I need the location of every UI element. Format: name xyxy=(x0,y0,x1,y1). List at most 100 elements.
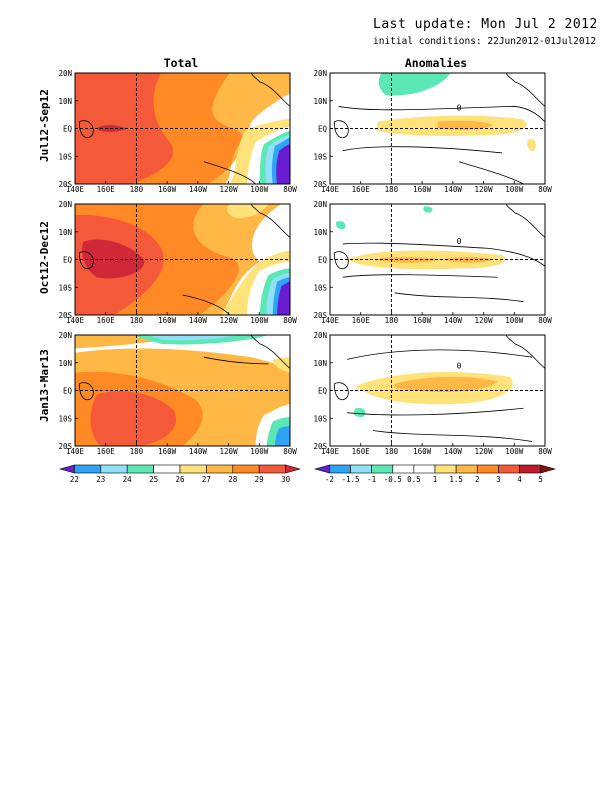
colorbar-tick-label: 5 xyxy=(538,475,543,484)
y-tick-label: 10S xyxy=(58,283,72,292)
x-tick-label: 120W xyxy=(220,185,239,194)
colorbar-swatch xyxy=(179,464,207,474)
total-colorbar: 22 23 24 25 26 27 28 29 30 xyxy=(58,464,302,484)
x-tick-label: 160W xyxy=(158,447,177,456)
contour-line xyxy=(204,162,256,184)
x-tick-label: 160W xyxy=(158,185,177,194)
colorbar-tick-label: 25 xyxy=(149,475,158,484)
x-tick-label: 140W xyxy=(444,447,463,456)
y-tick-label: 10S xyxy=(313,414,327,423)
x-tick-label: 80W xyxy=(538,316,552,325)
contour-line xyxy=(395,293,524,302)
colorbar-tick-label: 22 xyxy=(70,475,79,484)
colorbar-swatch xyxy=(434,464,457,474)
panel-field: 0 xyxy=(330,73,545,184)
x-tick-label: 160E xyxy=(97,447,116,456)
contour-region xyxy=(273,357,290,373)
colorbar-swatch xyxy=(232,464,260,474)
y-tick-label: EQ xyxy=(318,125,328,134)
last-update-text: Last update: Mon Jul 2 2012 xyxy=(373,17,598,32)
y-tick-label: 10N xyxy=(58,359,72,368)
x-tick-label: 140E xyxy=(321,185,340,194)
y-tick-label: 20S xyxy=(313,442,327,451)
contour-zero-label: 0 xyxy=(457,104,462,113)
panel-field: 0 xyxy=(330,204,545,315)
colorbar-swatch xyxy=(498,464,520,474)
land-outline xyxy=(79,383,93,400)
x-tick-label: 140E xyxy=(66,447,85,456)
x-tick-label: 120W xyxy=(475,185,494,194)
land-outline xyxy=(506,204,545,237)
land-outline xyxy=(79,252,93,269)
y-tick-label: 20S xyxy=(58,180,72,189)
colorbar-end-right xyxy=(285,464,302,474)
contour-region xyxy=(82,240,144,279)
contour-line xyxy=(343,147,502,153)
contour-region xyxy=(275,426,290,446)
x-tick-label: 160W xyxy=(413,447,432,456)
x-tick-label: 160E xyxy=(352,185,371,194)
contour-line xyxy=(183,295,230,315)
contour-line xyxy=(459,162,524,184)
colorbar-tick-label: 4 xyxy=(517,475,522,484)
y-tick-label: 20N xyxy=(58,69,72,78)
x-tick-label: 120W xyxy=(475,316,494,325)
x-tick-label: 80W xyxy=(283,316,297,325)
x-tick-label: 180 xyxy=(130,185,144,194)
x-tick-label: 160W xyxy=(413,185,432,194)
x-tick-label: 100W xyxy=(250,316,269,325)
colorbar-swatch xyxy=(74,464,102,474)
colorbar-swatch xyxy=(329,464,351,474)
colorbar-tick-label: -1 xyxy=(367,475,376,484)
colorbar-end-right xyxy=(540,464,557,474)
y-tick-label: 10N xyxy=(58,228,72,237)
colorbar-tick-label: 23 xyxy=(96,475,105,484)
x-tick-label: 100W xyxy=(250,185,269,194)
contour-zero-label: 0 xyxy=(457,237,462,246)
colorbar-swatch xyxy=(455,464,478,474)
colorbar-swatch xyxy=(153,464,181,474)
x-tick-label: 80W xyxy=(538,185,552,194)
y-tick-label: 20S xyxy=(313,180,327,189)
x-tick-label: 140W xyxy=(189,185,208,194)
colorbar-end-left xyxy=(313,464,330,474)
anomaly-colorbar: -2 -1.5 -1 -0.5 0.5 1 1.5 2 3 4 5 xyxy=(313,464,557,484)
initial-conditions-text: initial conditions: 22Jun2012-01Jul2012 xyxy=(373,36,597,47)
column-title-total: Total xyxy=(163,56,199,70)
contour-region xyxy=(379,73,451,95)
colorbar-end-left xyxy=(58,464,75,474)
contour-line xyxy=(343,275,498,278)
panel-contours xyxy=(334,335,545,442)
colorbar-swatch xyxy=(519,464,541,474)
x-tick-label: 140E xyxy=(66,185,85,194)
x-tick-label: 160E xyxy=(352,316,371,325)
x-tick-label: 140W xyxy=(444,185,463,194)
x-tick-label: 160E xyxy=(97,185,116,194)
x-tick-label: 140W xyxy=(189,316,208,325)
panel-field xyxy=(75,73,290,184)
x-tick-label: 120W xyxy=(475,447,494,456)
y-tick-label: 20S xyxy=(58,442,72,451)
contour-line xyxy=(347,350,532,360)
panel-field xyxy=(75,335,290,446)
contour-line xyxy=(373,430,532,441)
y-tick-label: 10N xyxy=(58,97,72,106)
land-outline xyxy=(506,335,545,368)
contour-region xyxy=(336,221,346,229)
panel-contours xyxy=(75,73,290,184)
colorbar-swatch xyxy=(476,464,499,474)
colorbar-swatch xyxy=(100,464,128,474)
y-tick-label: 20S xyxy=(58,311,72,320)
contour-region xyxy=(276,144,290,184)
x-tick-label: 180 xyxy=(385,447,399,456)
colorbar-swatch xyxy=(392,464,415,474)
colorbar-tick-label: 0.5 xyxy=(407,475,421,484)
contour-region xyxy=(91,391,177,446)
land-outline xyxy=(334,383,348,400)
x-tick-label: 100W xyxy=(250,447,269,456)
colorbar-tick-label: 1 xyxy=(433,475,438,484)
y-tick-label: 10N xyxy=(313,97,327,106)
contour-line xyxy=(347,408,523,415)
y-tick-label: 10S xyxy=(313,152,327,161)
